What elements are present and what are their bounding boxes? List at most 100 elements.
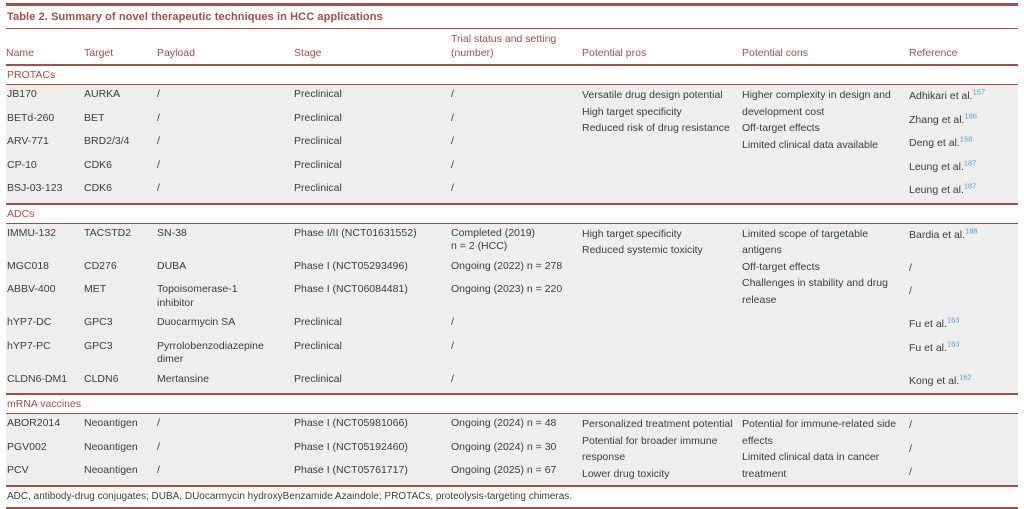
reference-text: / [909, 466, 912, 479]
cell-reference: Fu et al.163 [909, 337, 1018, 370]
pros-item: Reduced systemic toxicity [582, 244, 703, 256]
cell-name: MGC018 [7, 259, 50, 272]
section-row-mrna-vaccines: mRNA vaccines [6, 393, 1019, 414]
table-footnote: ADC, antibody-drug conjugates; DUBA, DUo… [6, 485, 1019, 509]
footnote-row: ADC, antibody-drug conjugates; DUBA, DUo… [6, 485, 1019, 509]
reference-text: / [909, 419, 912, 431]
cell-stage: Preclinical [294, 372, 342, 385]
cons-item: Potential for immune-related side effect… [742, 418, 897, 447]
cell-cons: Potential for immune-related side effect… [742, 414, 909, 487]
col-header-potential-pros: Potential pros [582, 28, 742, 66]
col-header-payload: Payload [157, 28, 294, 66]
cell-stage: Preclinical [294, 316, 342, 328]
pros-item: Lower drug toxicity [582, 467, 670, 480]
cell-reference: / [909, 257, 1018, 281]
cell-payload: / [157, 464, 160, 477]
cell-target: Neoantigen [84, 417, 138, 429]
cell-reference: Fu et al.163 [909, 313, 1018, 337]
citation-link[interactable]: 163 [946, 339, 960, 348]
cons-item: Limited clinical data in cancer treatmen… [742, 451, 880, 480]
cell-trial: Ongoing (2025) n = 67 [451, 464, 557, 477]
cell-target: BRD2/3/4 [84, 135, 130, 147]
cell-reference: Adhikari et al.157 [909, 85, 1018, 109]
cell-trial: / [451, 182, 454, 194]
cell-target: Neoantigen [84, 440, 138, 453]
table-body: PROTACs JB170 AURKA / Preclinical / Versatile … [6, 64, 1019, 486]
table-row-abor2014: ABOR2014 Neoantigen / Phase I (NCT05981066)… [6, 413, 1019, 480]
cell-payload: Duocarmycin SA [157, 316, 236, 328]
reference-text: Leung et al.187 [909, 181, 977, 196]
cons-item: Off-target effects [742, 122, 820, 134]
cell-trial: / [451, 111, 454, 124]
cell-payload: Pyrrolobenzodiazepine dimer [157, 339, 264, 366]
cell-reference: Deng et al.158 [909, 132, 1018, 156]
citation-link[interactable]: 157 [972, 87, 986, 97]
cell-reference: / [909, 438, 1018, 462]
cell-reference: Leung et al.187 [909, 179, 1018, 204]
reference-text: Bardia et al.188 [909, 226, 978, 241]
cell-name: BETd-260 [7, 111, 55, 124]
cell-trial: / [451, 339, 454, 352]
reference-text: / [909, 261, 912, 274]
citation-link[interactable]: 158 [959, 134, 973, 144]
citation-link[interactable]: 188 [965, 226, 978, 235]
cell-target: Neoantigen [84, 464, 138, 477]
section-row-adcs: ADCs [6, 202, 1019, 224]
table-title: Table 2. Summary of novel therapeutic te… [6, 3, 1019, 29]
reference-text: / [909, 285, 912, 297]
cell-payload: / [157, 111, 160, 124]
cell-name: hYP7-DC [7, 316, 52, 328]
cell-payload: Mertansine [157, 372, 209, 385]
citation-link[interactable]: 162 [959, 372, 972, 381]
cell-name: ARV-771 [7, 135, 49, 147]
cell-reference: Kong et al.162 [909, 370, 1018, 395]
pros-item: High target specificity [582, 105, 682, 118]
cell-reference: / [909, 461, 1018, 486]
cell-name: ABOR2014 [7, 417, 61, 429]
table-row-immu-132: IMMU-132 TACSTD2 SN-38 Phase I/II (NCT01631… [6, 223, 1019, 306]
cell-reference: / [909, 414, 1018, 438]
cell-reference: Zhang et al.186 [909, 109, 1018, 133]
citation-link[interactable]: 186 [964, 111, 977, 120]
cell-trial: / [451, 88, 454, 100]
cell-trial: / [451, 135, 454, 147]
cell-target: CDK6 [84, 158, 113, 171]
reference-text: Fu et al.163 [909, 339, 960, 354]
citation-link[interactable]: 187 [963, 181, 977, 191]
cell-trial: Completed (2019) n = 2 (HCC) [451, 226, 536, 253]
reference-text: / [909, 442, 912, 455]
summary-table: Table 2. Summary of novel therapeutic te… [6, 3, 1019, 509]
cell-payload: Topoisomerase-1 inhibitor [157, 283, 238, 309]
cell-name: hYP7-PC [7, 339, 51, 352]
col-header-trial-status: Trial status and setting (number) [451, 28, 582, 66]
cell-stage: Phase I (NCT05192460) [294, 440, 408, 453]
cell-stage: Phase I (NCT05761717) [294, 464, 408, 477]
col-header-reference: Reference [909, 28, 1019, 66]
cell-target: GPC3 [84, 339, 113, 352]
cell-stage: Phase I (NCT06084481) [294, 283, 408, 295]
cell-stage: Phase I/II (NCT01631552) [294, 226, 417, 239]
pros-item: Versatile drug design potential [582, 89, 723, 101]
cell-cons: Higher complexity in design and developm… [742, 85, 909, 204]
citation-link[interactable]: 163 [946, 315, 960, 325]
pros-item: Potential for broader immune response [582, 434, 718, 464]
pros-item: Personalized treatment potential [582, 418, 733, 430]
column-header-row: Name Target Payload Stage Trial status a… [6, 28, 1019, 66]
cell-name: CLDN6-DM1 [7, 372, 68, 385]
cell-pros: Versatile drug design potential High targ… [582, 85, 742, 204]
table-title-row: Table 2. Summary of novel therapeutic te… [6, 3, 1019, 29]
cell-target: CD276 [84, 259, 117, 272]
section-label-protacs: PROTACs [6, 64, 1019, 85]
cell-stage: Phase I (NCT05293496) [294, 259, 408, 272]
cell-payload: / [157, 135, 160, 147]
cell-payload: / [157, 158, 160, 171]
cell-trial: / [451, 316, 454, 328]
cell-payload: / [157, 440, 160, 453]
cell-target: AURKA [84, 88, 121, 100]
cell-stage: Preclinical [294, 135, 342, 147]
cell-stage: Preclinical [294, 111, 342, 124]
cell-reference: / [909, 280, 1018, 313]
cell-pros: High target specificity Reduced systemic … [582, 223, 742, 394]
citation-link[interactable]: 187 [963, 158, 977, 167]
